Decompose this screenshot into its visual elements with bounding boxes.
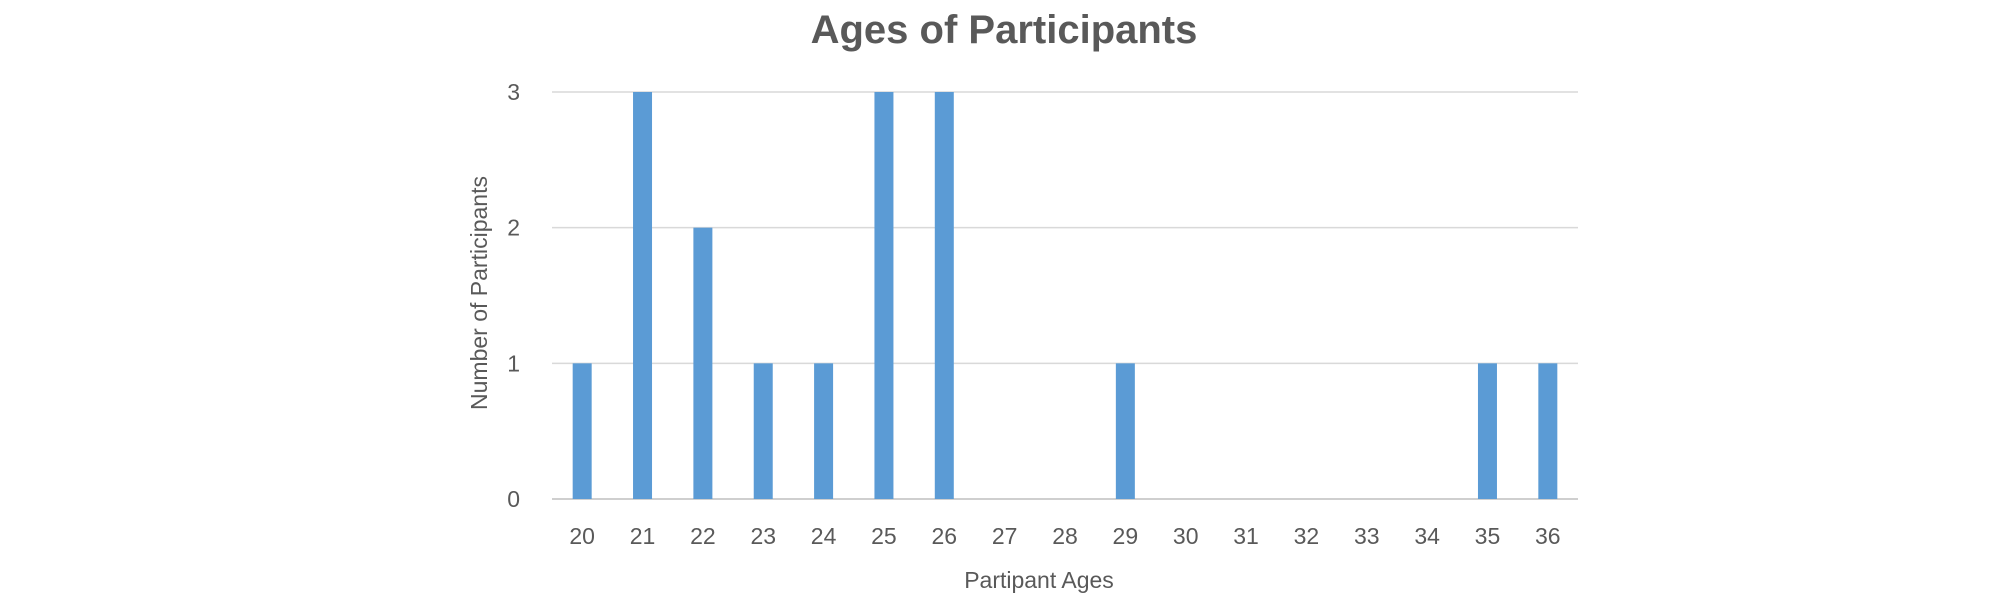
y-axis-title: Number of Participants [466, 176, 492, 410]
x-tick-label: 27 [992, 523, 1018, 549]
bar-22 [693, 227, 713, 499]
x-tick-label: 23 [750, 523, 776, 549]
x-tick-labels: 20 21 22 23 24 25 26 27 28 29 30 31 32 33 34 35 36 [569, 523, 1560, 549]
y-tick-labels: 0 1 2 3 [507, 79, 520, 512]
bar-36 [1538, 363, 1558, 499]
x-tick-label: 20 [569, 523, 595, 549]
x-tick-label: 24 [811, 523, 837, 549]
chart-title: Ages of Participants [811, 8, 1198, 52]
x-tick-label: 26 [931, 523, 957, 549]
x-tick-label: 25 [871, 523, 897, 549]
x-tick-label: 32 [1294, 523, 1320, 549]
bar-35 [1477, 363, 1497, 499]
x-tick-label: 28 [1052, 523, 1078, 549]
x-tick-label: 21 [630, 523, 656, 549]
y-tick-label: 0 [507, 486, 520, 512]
bar-24 [814, 363, 834, 499]
bar-20 [572, 363, 592, 499]
x-tick-label: 29 [1113, 523, 1139, 549]
x-tick-label: 35 [1475, 523, 1501, 549]
x-tick-label: 31 [1233, 523, 1259, 549]
bar-29 [1115, 363, 1135, 499]
y-tick-label: 3 [507, 79, 520, 105]
bar-26 [934, 92, 954, 499]
x-tick-label: 34 [1414, 523, 1440, 549]
y-tick-label: 2 [507, 215, 520, 241]
gridlines [552, 91, 1578, 500]
x-tick-label: 22 [690, 523, 716, 549]
bar-23 [753, 363, 773, 499]
bars [572, 92, 1558, 499]
bar-25 [874, 92, 894, 499]
x-axis-title: Partipant Ages [964, 567, 1114, 593]
x-tick-label: 30 [1173, 523, 1199, 549]
x-tick-label: 36 [1535, 523, 1561, 549]
x-tick-label: 33 [1354, 523, 1380, 549]
y-tick-label: 1 [507, 350, 520, 376]
bar-21 [633, 92, 653, 499]
